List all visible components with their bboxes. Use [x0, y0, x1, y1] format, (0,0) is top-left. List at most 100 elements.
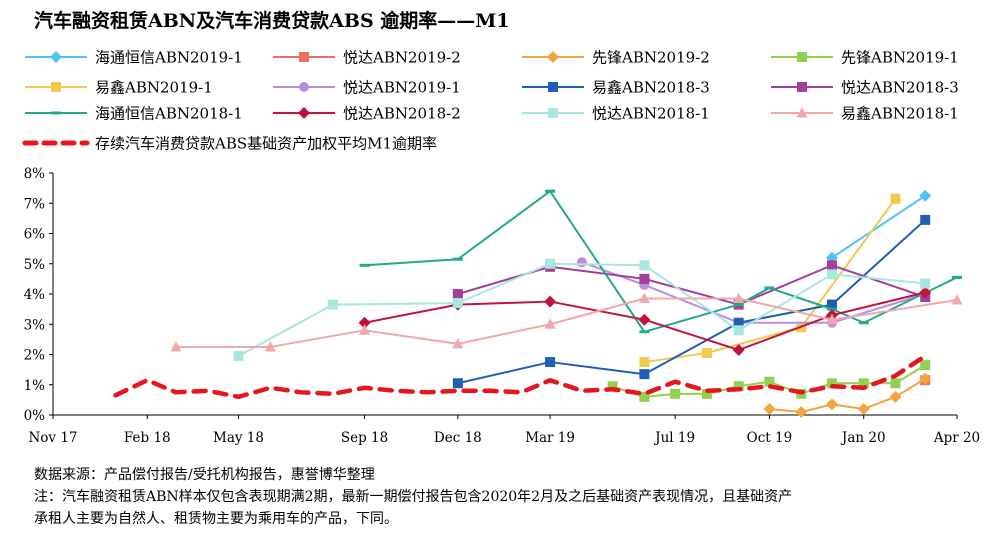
- data-point: [764, 286, 775, 290]
- series-7: [452, 214, 931, 389]
- x-tick-label: Apr 20: [933, 430, 980, 446]
- data-point: [452, 257, 463, 261]
- data-point: [545, 357, 556, 368]
- data-point: [544, 295, 557, 308]
- data-point: [795, 405, 808, 418]
- legend-item: 悦达ABN2019-1: [273, 79, 461, 97]
- data-point: [358, 316, 371, 329]
- data-point: [639, 369, 650, 380]
- data-point: [825, 398, 838, 411]
- legend-marker: [548, 82, 558, 92]
- y-tick-label: 5%: [24, 257, 46, 273]
- data-point: [545, 189, 556, 193]
- legend-label: 先锋ABN2019-2: [592, 49, 710, 67]
- data-point: [701, 388, 712, 399]
- y-tick-label: 6%: [24, 227, 46, 243]
- legend-item: 悦达ABN2018-2: [273, 105, 461, 123]
- legend-label: 悦达ABN2018-3: [841, 79, 959, 97]
- legend: 海通恒信ABN2019-1 悦达ABN2019-2 先锋ABN2019-2 先锋ABN…: [22, 49, 959, 153]
- data-point: [919, 189, 932, 202]
- data-point: [919, 372, 932, 385]
- legend-label: 悦达ABN2018-2: [343, 105, 461, 123]
- y-tick-label: 0%: [24, 408, 46, 424]
- legend-label: 易鑫ABN2019-1: [95, 79, 213, 97]
- legend-item: 悦达ABN2018-3: [771, 79, 959, 97]
- legend-item: 先锋ABN2019-2: [522, 49, 710, 67]
- data-point: [890, 378, 901, 389]
- x-tick-label: May 18: [213, 430, 264, 446]
- data-point: [233, 351, 244, 362]
- data-point: [951, 294, 963, 305]
- data-point: [857, 402, 870, 415]
- x-tick-label: Jan 20: [840, 430, 886, 446]
- legend-label: 悦达ABN2018-1: [592, 105, 710, 123]
- series-12: [170, 292, 963, 352]
- data-point: [452, 378, 463, 389]
- legend-marker: [51, 82, 61, 92]
- data-point: [919, 286, 932, 299]
- series-line: [457, 219, 926, 385]
- source-note: 数据来源：产品偿付报告/受托机构报告，惠誉博华整理: [34, 467, 375, 483]
- data-point: [639, 273, 650, 284]
- data-point: [170, 340, 182, 352]
- data-point: [544, 318, 556, 329]
- data-point: [733, 325, 744, 336]
- legend-label: 海通恒信ABN2018-1: [95, 105, 243, 123]
- series-3: [763, 372, 932, 418]
- data-point: [733, 303, 744, 307]
- x-tick-label: Feb 18: [124, 430, 171, 446]
- legend-label: 先锋ABN2019-1: [841, 49, 959, 67]
- legend-item: 悦达ABN2019-2: [273, 49, 461, 67]
- data-point: [889, 390, 902, 403]
- footnote-line-1: 注：汽车融资租赁ABN样本仅包含表现期满2期，最新一期偿付报告包含2020年2月…: [34, 489, 793, 505]
- data-point: [826, 299, 837, 310]
- x-tick-label: Nov 17: [28, 430, 77, 446]
- legend-marker: [548, 108, 558, 118]
- data-point: [764, 376, 775, 387]
- data-point: [452, 289, 463, 299]
- data-point: [733, 381, 744, 392]
- legend-item: 悦达ABN2018-1: [522, 105, 710, 123]
- legend-marker: [51, 111, 61, 115]
- y-tick-label: 2%: [24, 348, 46, 364]
- data-point: [264, 340, 276, 352]
- notes: 数据来源：产品偿付报告/受托机构报告，惠誉博华整理 注：汽车融资租赁ABN样本仅…: [34, 464, 999, 530]
- data-point: [607, 381, 618, 392]
- legend-marker: [299, 52, 309, 62]
- legend-label: 易鑫ABN2018-3: [592, 79, 710, 97]
- data-point: [763, 402, 776, 415]
- data-point: [920, 360, 931, 371]
- data-point: [733, 317, 744, 328]
- legend-marker: [547, 51, 559, 63]
- legend-item: 存续汽车消费贷款ABS基础资产加权平均M1逾期率: [22, 135, 437, 153]
- data-point: [452, 298, 463, 309]
- plot-area: [113, 189, 963, 418]
- legend-marker: [797, 82, 807, 92]
- series-13: [113, 353, 928, 400]
- data-point: [826, 307, 837, 311]
- data-point: [639, 357, 650, 368]
- x-tick-label: Jul 19: [653, 430, 695, 446]
- legend-item: 先锋ABN2019-1: [771, 49, 959, 67]
- series-5: [639, 193, 901, 368]
- legend-marker: [299, 82, 309, 92]
- data-point: [638, 313, 651, 326]
- data-point: [952, 275, 962, 279]
- data-point: [826, 313, 838, 325]
- legend-item: 易鑫ABN2018-3: [522, 79, 710, 97]
- legend-item: 海通恒信ABN2019-1: [25, 49, 243, 67]
- series-line: [831, 194, 926, 259]
- data-point: [732, 343, 745, 356]
- series-9: [359, 189, 962, 334]
- y-tick-label: 3%: [24, 317, 46, 333]
- data-point: [327, 299, 338, 310]
- data-point: [701, 347, 712, 358]
- series-11: [233, 258, 931, 362]
- series-line: [238, 262, 926, 357]
- legend-marker: [796, 107, 808, 118]
- data-point: [826, 378, 837, 389]
- data-point: [920, 278, 931, 289]
- x-tick-label: Sep 18: [341, 430, 388, 446]
- legend-item: 易鑫ABN2019-1: [25, 79, 213, 97]
- axes: 0% 1% 2% 3% 4% 5% 6% 7% 8% Nov 17 Feb 18 May 18 Sep …: [24, 166, 981, 446]
